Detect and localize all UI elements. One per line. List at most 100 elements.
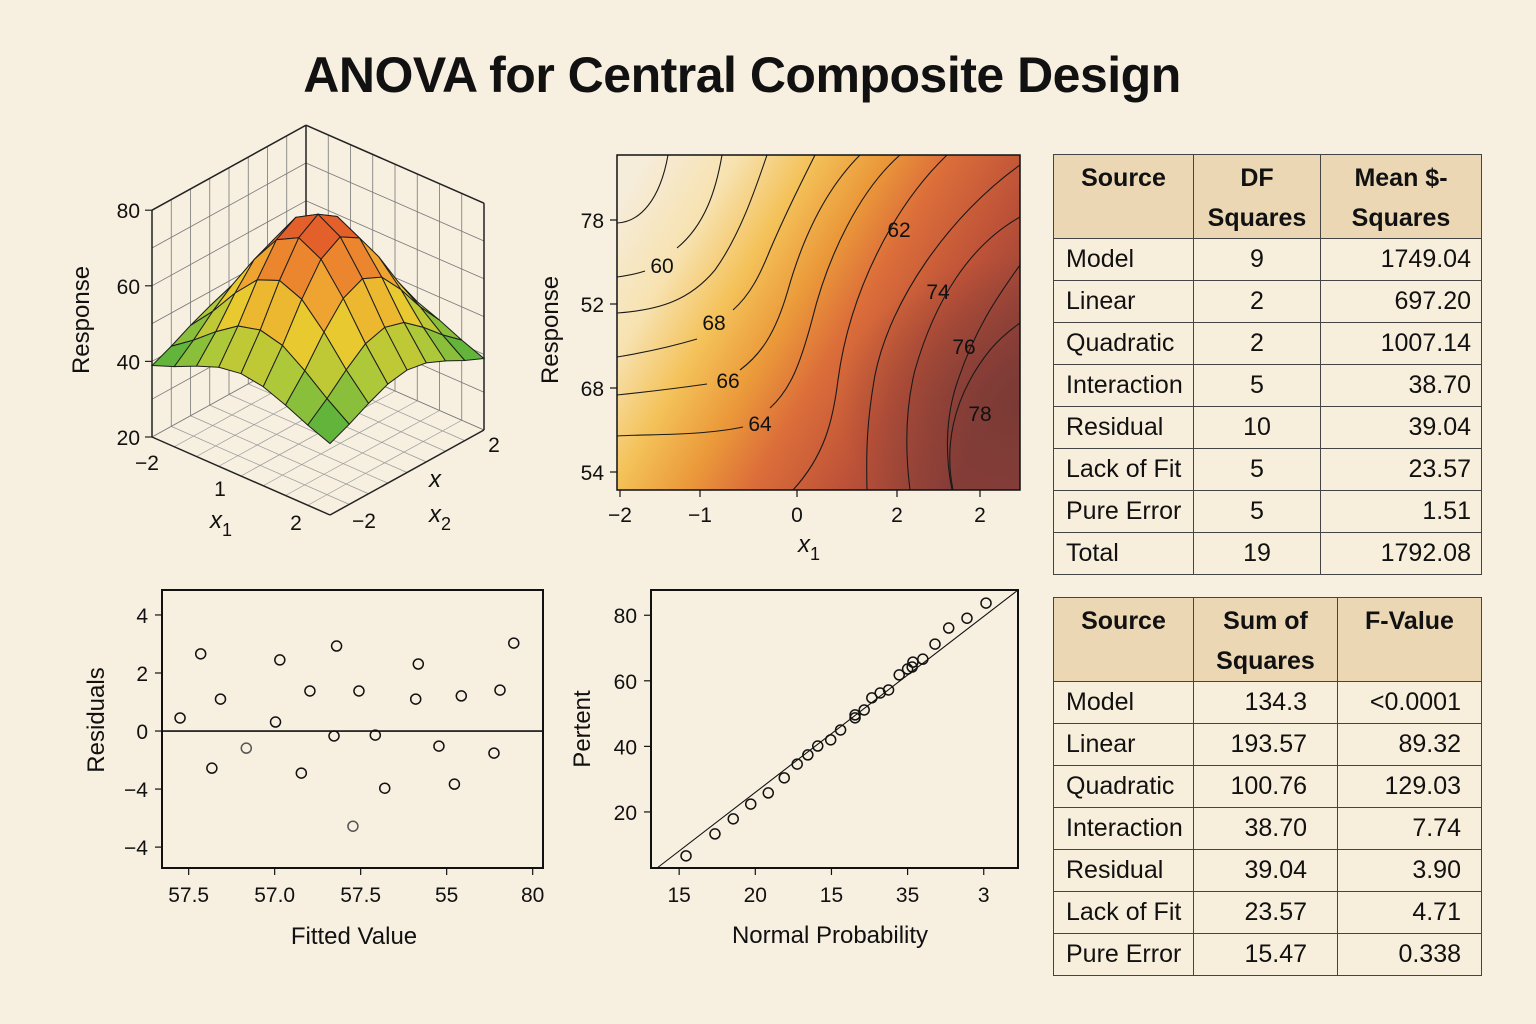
- value-cell: 15.47: [1193, 933, 1338, 976]
- contour-label: 74: [926, 281, 950, 304]
- data-point: [824, 734, 837, 746]
- x-tick-label: 0: [791, 504, 803, 527]
- data-point: [744, 798, 757, 810]
- value-cell: 134.3: [1193, 681, 1338, 724]
- data-point: [762, 787, 775, 799]
- source-cell: Quadratic: [1053, 322, 1194, 365]
- x-axis-label: x: [428, 466, 442, 493]
- plot-frame: [650, 589, 1019, 869]
- data-point: [304, 685, 316, 697]
- y-tick-label: 78: [581, 210, 604, 233]
- x2-tick: −2: [352, 510, 376, 533]
- data-point: [942, 622, 955, 634]
- residuals-plot: 4 2 0 −4 −4 57.5 57.0 57.5 55 80: [124, 589, 544, 907]
- table-row: Residual 39.04 3.90: [1053, 849, 1482, 892]
- column-header: Source: [1053, 154, 1194, 239]
- data-point: [448, 778, 461, 790]
- contour-line: [617, 155, 816, 358]
- data-point: [791, 758, 803, 770]
- data-point: [906, 661, 918, 673]
- source-cell: Residual: [1053, 849, 1194, 892]
- data-point: [379, 782, 391, 794]
- value-cell: 5: [1193, 364, 1321, 407]
- value-cell: 89.32: [1337, 723, 1482, 766]
- x-tick-label: 15: [667, 884, 690, 907]
- z-tick-label: 20: [117, 427, 140, 450]
- data-point: [174, 712, 186, 724]
- anova-table-df-mean-squares: Source DF Squares Mean $- Squares Model 9 17…: [1053, 154, 1482, 575]
- data-point: [727, 813, 739, 825]
- value-cell: 39.04: [1320, 406, 1482, 449]
- fit-reference-line: [656, 589, 1019, 869]
- residuals-ylabel: Residuals: [83, 667, 110, 772]
- table-row: Model 134.3 <0.0001: [1053, 681, 1482, 724]
- value-cell: 193.57: [1193, 723, 1338, 766]
- value-cell: 2: [1193, 322, 1321, 365]
- y-tick-label: 80: [614, 605, 637, 628]
- y-tick-label: 40: [614, 736, 637, 759]
- data-point: [412, 658, 425, 670]
- y-tick-label: 54: [581, 462, 605, 485]
- data-point: [893, 669, 905, 681]
- table-header-row: Source Sum of Squares F-Value: [1053, 597, 1482, 682]
- axis-edge: [329, 429, 485, 516]
- normal-probability-plot: 80 60 40 20 15 20 15 35 3: [614, 589, 1019, 907]
- contour-ylabel: Response: [537, 276, 564, 384]
- contour-line: [946, 264, 1020, 490]
- value-cell: 100.76: [1193, 765, 1338, 808]
- contour-frame: [616, 154, 1021, 491]
- anova-table-sum-squares-f-value: Source Sum of Squares F-Value Model 134.3 <…: [1053, 597, 1482, 976]
- wall-grid-line: [305, 200, 485, 280]
- table-row: Pure Error 15.47 0.338: [1053, 933, 1482, 976]
- y-tick-label: 60: [614, 671, 637, 694]
- contour-line: [792, 155, 948, 490]
- value-cell: 3.90: [1337, 849, 1482, 892]
- contour-line: [617, 155, 669, 224]
- value-cell: 697.20: [1320, 280, 1482, 323]
- wall-grid-line: [151, 200, 307, 287]
- data-point: [295, 767, 308, 779]
- data-point: [834, 724, 847, 736]
- source-cell: Interaction: [1053, 364, 1194, 407]
- source-cell: Lack of Fit: [1053, 448, 1194, 491]
- contour-label: 66: [716, 370, 739, 393]
- x2-axis-label: x2: [428, 501, 451, 534]
- x-tick-label: 55: [435, 884, 458, 907]
- x1-axis-label: x1: [209, 507, 232, 540]
- surface-zlabel: Response: [68, 266, 95, 374]
- value-cell: 5: [1193, 448, 1321, 491]
- value-cell: 38.70: [1193, 807, 1338, 850]
- table-header-row: Source DF Squares Mean $- Squares: [1053, 154, 1482, 239]
- surface-patch: [307, 397, 350, 445]
- z-tick-label: 80: [117, 200, 140, 223]
- source-cell: Linear: [1053, 723, 1194, 766]
- data-point: [917, 653, 929, 665]
- x-tick-label: 80: [521, 884, 544, 907]
- table-row: Lack of Fit 23.57 4.71: [1053, 891, 1482, 934]
- column-header: F-Value: [1337, 597, 1482, 682]
- x-tick-label: −2: [608, 504, 632, 527]
- source-cell: Model: [1053, 238, 1194, 281]
- value-cell: 1792.08: [1320, 532, 1482, 575]
- table-row: Pure Error 5 1.51: [1053, 490, 1482, 533]
- source-cell: Linear: [1053, 280, 1194, 323]
- y-tick-label: 68: [581, 378, 604, 401]
- surface-plot: 80 60 40 20: [117, 124, 486, 516]
- contour-line: [617, 155, 723, 278]
- x-tick-label: 2: [891, 504, 903, 527]
- value-cell: 7.74: [1337, 807, 1482, 850]
- column-header: Sum of Squares: [1193, 597, 1338, 682]
- x1-tick: 2: [290, 512, 302, 535]
- value-cell: 4.71: [1337, 891, 1482, 934]
- floor-grid-line: [307, 419, 462, 506]
- x-tick-label: 57.0: [254, 884, 295, 907]
- contour-label: 68: [702, 312, 725, 335]
- z-tick-label: 40: [117, 351, 140, 374]
- x-tick-label: 57.5: [168, 884, 209, 907]
- contour-line: [949, 322, 1020, 490]
- axis-edge: [151, 436, 331, 516]
- value-cell: 10: [1193, 406, 1321, 449]
- data-point: [866, 692, 878, 704]
- column-header: Mean $- Squares: [1320, 154, 1482, 239]
